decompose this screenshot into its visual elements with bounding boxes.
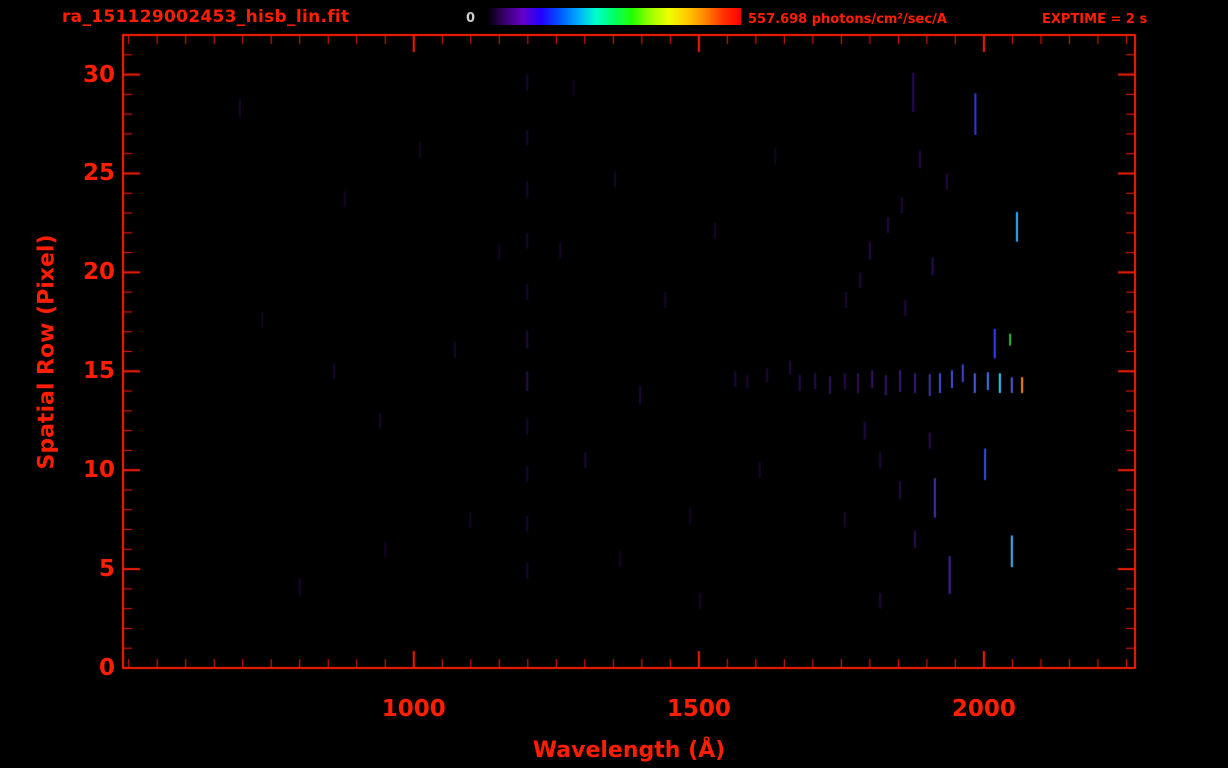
y-tick-label: 10 [82,457,115,484]
colorbar-max-label: 557.698 photons/cm²/sec/A [748,12,947,27]
x-tick-label: 1000 [381,696,446,722]
colorbar-min-label: 0 [466,11,476,26]
x-tick-label: 1500 [666,696,731,722]
colorbar-gradient [487,8,741,25]
y-tick-label: 25 [82,160,115,187]
x-axis-label: Wavelength (Å) [532,738,726,763]
x-tick-label: 2000 [951,696,1016,722]
y-tick-label: 30 [82,61,115,88]
y-tick-label: 15 [82,358,115,385]
y-tick-label: 5 [98,556,115,583]
filename-title: ra_151129002453_hisb_lin.fit [62,7,350,27]
y-tick-label: 20 [82,259,115,286]
y-tick-label: 0 [98,655,115,681]
exptime-label: EXPTIME = 2 s [1042,12,1148,27]
